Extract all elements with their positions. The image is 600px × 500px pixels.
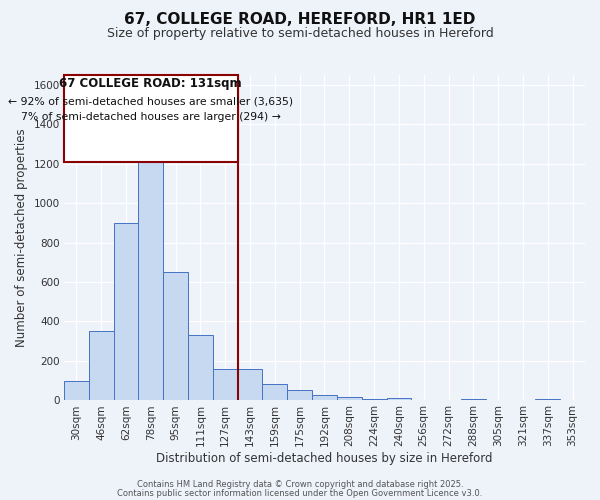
X-axis label: Distribution of semi-detached houses by size in Hereford: Distribution of semi-detached houses by … bbox=[156, 452, 493, 465]
Text: 67 COLLEGE ROAD: 131sqm: 67 COLLEGE ROAD: 131sqm bbox=[59, 78, 242, 90]
Bar bbox=[262, 384, 287, 400]
Bar bbox=[362, 399, 386, 400]
Text: ← 92% of semi-detached houses are smaller (3,635): ← 92% of semi-detached houses are smalle… bbox=[8, 96, 293, 106]
Text: Contains public sector information licensed under the Open Government Licence v3: Contains public sector information licen… bbox=[118, 488, 482, 498]
Bar bbox=[89, 331, 113, 400]
Bar bbox=[139, 146, 163, 400]
Y-axis label: Number of semi-detached properties: Number of semi-detached properties bbox=[15, 128, 28, 347]
Text: 7% of semi-detached houses are larger (294) →: 7% of semi-detached houses are larger (2… bbox=[21, 112, 281, 122]
Bar bbox=[312, 395, 337, 400]
Bar bbox=[535, 399, 560, 400]
Text: 67, COLLEGE ROAD, HEREFORD, HR1 1ED: 67, COLLEGE ROAD, HEREFORD, HR1 1ED bbox=[124, 12, 476, 28]
Bar bbox=[163, 272, 188, 400]
Bar bbox=[213, 368, 238, 400]
Bar bbox=[287, 390, 312, 400]
Bar bbox=[64, 382, 89, 400]
Bar bbox=[113, 223, 139, 400]
Text: Size of property relative to semi-detached houses in Hereford: Size of property relative to semi-detach… bbox=[107, 28, 493, 40]
Bar bbox=[188, 335, 213, 400]
Bar bbox=[461, 399, 486, 400]
Bar bbox=[386, 398, 412, 400]
Text: Contains HM Land Registry data © Crown copyright and database right 2025.: Contains HM Land Registry data © Crown c… bbox=[137, 480, 463, 489]
Bar bbox=[238, 368, 262, 400]
Bar bbox=[337, 397, 362, 400]
